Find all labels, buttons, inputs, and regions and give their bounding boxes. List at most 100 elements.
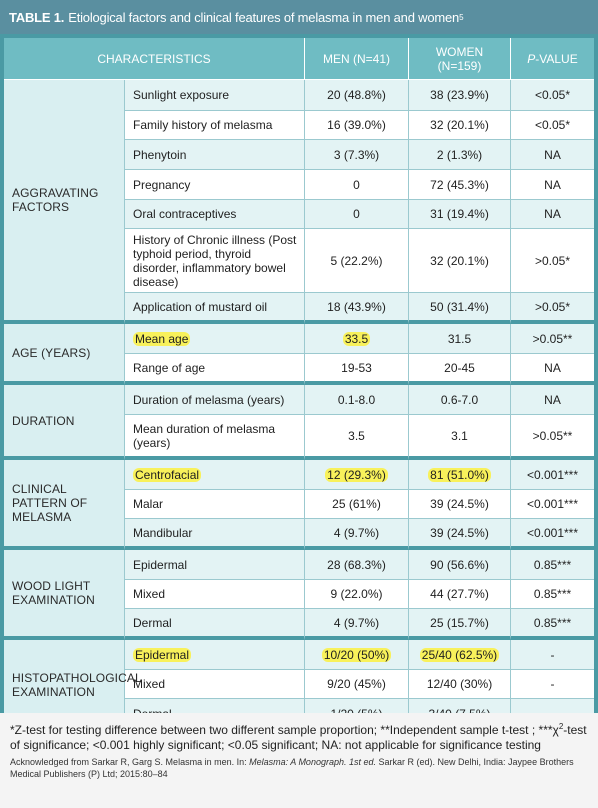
reference-marker: 5 [459,12,464,22]
cell-women: 31.5 [409,324,511,354]
cell-women: 2 (1.3%) [409,140,511,170]
category-clinical-pattern: CLINICAL PATTERN OF MELASMA [4,460,125,550]
table-row: Family history of melasma 16 (39.0%) 32 … [4,111,594,140]
row-label: Centrofacial [125,460,305,490]
header-p-value: P-VALUE [511,38,594,80]
ack-part2: Sarkar R (ed). New Delhi, India: Jaypee … [10,757,574,779]
cell-men: 5 (22.2%) [305,229,409,293]
cell-p-value: <0.05* [511,80,594,111]
category-duration: DURATION [4,385,125,460]
highlighted-label: Mean age [133,331,191,346]
header-p-italic: P [527,51,536,66]
category-wood-light: WOOD LIGHT EXAMINATION [4,550,125,640]
table-row: DURATION Duration of melasma (years) 0.1… [4,385,594,460]
cell-women: 39 (24.5%) [409,519,511,550]
cell-men: 10/20 (50%) [305,640,409,670]
cell-p-value: NA [511,170,594,200]
cell-women: 12/40 (30%) [409,670,511,699]
cell-women: 3.1 [409,415,511,460]
cell-men: 12 (29.3%) [305,460,409,490]
row-label: Mandibular [125,519,305,550]
highlighted-value: 33.5 [342,331,371,346]
footnote-chi: χ [552,723,559,737]
cell-men: 0 [305,170,409,200]
highlighted-label: Epidermal [133,647,192,662]
header-women: WOMEN (N=159) [409,38,511,80]
highlighted-value: 10/20 (50%) [321,647,392,662]
table-row: Mean duration of melasma (years) 3.5 3.1… [4,415,594,460]
cell-men: 16 (39.0%) [305,111,409,140]
category-age: AGE (YEARS) [4,324,125,385]
row-label: Mixed [125,580,305,609]
row-label: Dermal [125,609,305,640]
cell-p-value: <0.001*** [511,519,594,550]
cell-men: 4 (9.7%) [305,609,409,640]
footnote-superscript: 2 [558,722,564,731]
acknowledgement: Acknowledged from Sarkar R, Garg S. Mela… [10,756,589,780]
ack-part1: Acknowledged from Sarkar R, Garg S. Mela… [10,757,250,767]
cell-p-value: 0.85*** [511,550,594,580]
table-row: HISTOPATHOLOGICAL EXAMINATION Epidermal … [4,640,594,729]
row-label: Application of mustard oil [125,293,305,324]
cell-women: 32 (20.1%) [409,111,511,140]
row-label: Pregnancy [125,170,305,200]
cell-men: 0.1-8.0 [305,385,409,415]
header-women-line1: WOMEN [435,44,484,59]
category-aggravating-factors: AGGRAVATING FACTORS [4,80,125,324]
cell-p-value: NA [511,385,594,415]
table-frame: CHARACTERISTICS MEN (N=41) WOMEN (N=159)… [0,34,598,729]
table-number: TABLE 1. [9,9,65,25]
row-label: Malar [125,490,305,519]
cell-men: 25 (61%) [305,490,409,519]
cell-women: 50 (31.4%) [409,293,511,324]
footnote-part1: *Z-test for testing difference between t… [10,723,553,737]
row-label: Mean duration of melasma (years) [125,415,305,460]
row-label: Epidermal [125,550,305,580]
row-label: Phenytoin [125,140,305,170]
highlighted-value: 12 (29.3%) [325,467,388,482]
cell-men: 20 (48.8%) [305,80,409,111]
cell-p-value: >0.05* [511,229,594,293]
table-row: Malar 25 (61%) 39 (24.5%) <0.001*** [4,490,594,519]
cell-men: 4 (9.7%) [305,519,409,550]
table-title: TABLE 1. Etiological factors and clinica… [0,0,598,34]
row-label: Epidermal [125,640,305,670]
row-label: Oral contraceptives [125,200,305,229]
header-row: CHARACTERISTICS MEN (N=41) WOMEN (N=159)… [4,38,594,80]
cell-p-value: NA [511,354,594,385]
cell-men: 3 (7.3%) [305,140,409,170]
row-label: Sunlight exposure [125,80,305,111]
cell-women: 20-45 [409,354,511,385]
cell-women: 25/40 (62.5%) [409,640,511,670]
footnote-part2: -test of significance; <0.001 highly sig… [10,723,587,752]
row-label: Family history of melasma [125,111,305,140]
table-row: Application of mustard oil 18 (43.9%) 50… [4,293,594,324]
row-label: History of Chronic illness (Post typhoid… [125,229,305,293]
cell-p-value: NA [511,140,594,170]
table-row: AGGRAVATING FACTORS Sunlight exposure 20… [4,80,594,324]
highlighted-value: 81 (51.0%) [428,467,491,482]
statistics-footnote: *Z-test for testing difference between t… [10,719,589,753]
melasma-table: CHARACTERISTICS MEN (N=41) WOMEN (N=159)… [4,38,594,729]
cell-p-value: 0.85*** [511,609,594,640]
cell-women: 81 (51.0%) [409,460,511,490]
cell-women: 39 (24.5%) [409,490,511,519]
cell-p-value: <0.05* [511,111,594,140]
cell-women: 31 (19.4%) [409,200,511,229]
table-row: Phenytoin 3 (7.3%) 2 (1.3%) NA [4,140,594,170]
cell-women: 38 (23.9%) [409,80,511,111]
cell-women: 0.6-7.0 [409,385,511,415]
highlighted-label: Centrofacial [133,467,202,482]
cell-women: 72 (45.3%) [409,170,511,200]
cell-men: 0 [305,200,409,229]
row-label: Range of age [125,354,305,385]
cell-men: 28 (68.3%) [305,550,409,580]
table-row: WOOD LIGHT EXAMINATION Epidermal 28 (68.… [4,550,594,640]
table-row: History of Chronic illness (Post typhoid… [4,229,594,293]
cell-p-value: >0.05** [511,415,594,460]
table-row: Mandibular 4 (9.7%) 39 (24.5%) <0.001*** [4,519,594,550]
cell-p-value: - [511,640,594,670]
ack-book-title: Melasma: A Monograph. 1st ed. [249,757,376,767]
cell-men: 3.5 [305,415,409,460]
